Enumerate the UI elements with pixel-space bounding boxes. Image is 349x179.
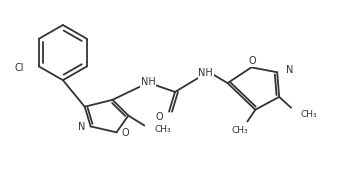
Text: N: N — [286, 65, 294, 75]
Text: CH₃: CH₃ — [154, 125, 171, 134]
Text: O: O — [121, 128, 129, 138]
Text: CH₃: CH₃ — [301, 110, 318, 119]
Text: NH: NH — [198, 68, 213, 78]
Text: NH: NH — [141, 77, 156, 87]
Text: N: N — [78, 122, 86, 132]
Text: O: O — [248, 56, 256, 66]
Text: CH₃: CH₃ — [231, 126, 248, 135]
Text: Cl: Cl — [14, 63, 24, 73]
Text: O: O — [155, 112, 163, 122]
